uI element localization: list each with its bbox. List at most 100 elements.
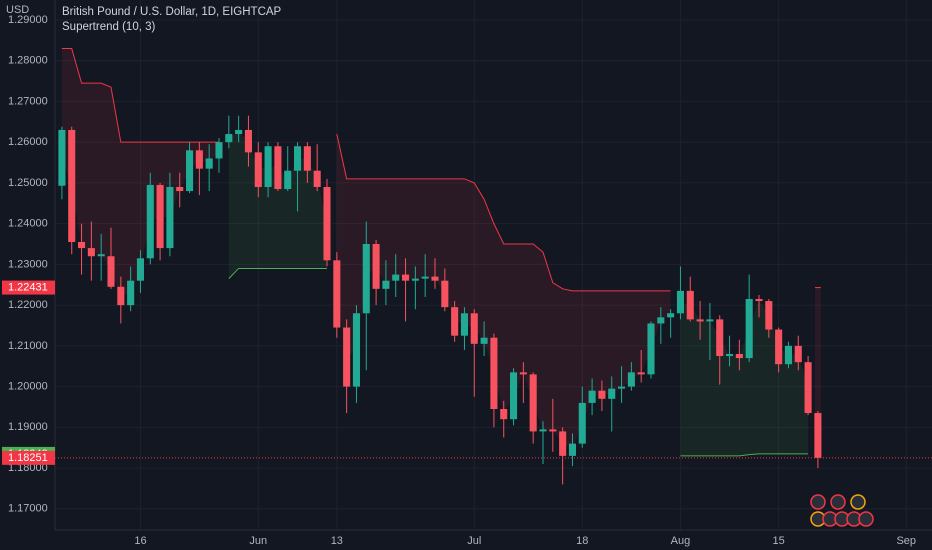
candle-body bbox=[794, 345, 802, 363]
supertrend-line bbox=[61, 47, 219, 143]
y-tick-label: 1.19000 bbox=[8, 421, 48, 433]
y-tick-label: 1.29000 bbox=[8, 14, 48, 26]
candle-body bbox=[726, 354, 734, 357]
x-tick-label: 13 bbox=[331, 535, 343, 547]
candle-body bbox=[186, 150, 194, 192]
candle-body bbox=[706, 319, 714, 322]
supertrend-fill bbox=[814, 287, 821, 436]
x-tick-label: 16 bbox=[134, 535, 146, 547]
candle-body bbox=[264, 146, 272, 187]
candle-body bbox=[814, 413, 822, 458]
candle-body bbox=[686, 290, 694, 320]
candle-body bbox=[117, 286, 125, 306]
currency-label: USD bbox=[6, 4, 29, 16]
candle-body bbox=[294, 146, 302, 171]
y-tick-label: 1.18000 bbox=[8, 462, 48, 474]
grid bbox=[55, 0, 932, 530]
candle-body bbox=[87, 248, 95, 257]
price-label-box bbox=[2, 280, 55, 295]
candle-body bbox=[235, 129, 243, 135]
candle-body bbox=[608, 388, 616, 399]
candle-body bbox=[107, 256, 115, 287]
candle-body bbox=[451, 307, 459, 336]
candle-body bbox=[539, 429, 547, 432]
price-label: 1.18251 bbox=[8, 452, 48, 464]
candle-body bbox=[431, 276, 439, 281]
y-tick-label: 1.25000 bbox=[8, 177, 48, 189]
candle-body bbox=[68, 129, 76, 242]
candle-body bbox=[195, 150, 203, 169]
candle-body bbox=[225, 134, 233, 143]
candle-body bbox=[146, 184, 154, 259]
candle-body bbox=[500, 409, 508, 420]
candle-body bbox=[510, 372, 518, 420]
candle-body bbox=[755, 299, 763, 302]
candle-body bbox=[176, 186, 184, 192]
y-tick-label: 1.17000 bbox=[8, 503, 48, 515]
candle-body bbox=[411, 278, 419, 281]
candle-body bbox=[559, 431, 567, 456]
candle-body bbox=[657, 317, 665, 324]
supertrend-line bbox=[228, 267, 327, 279]
candle-body bbox=[421, 276, 429, 279]
candle-body bbox=[627, 372, 635, 387]
candle-body bbox=[78, 241, 86, 249]
candle-body bbox=[127, 280, 135, 306]
candle-body bbox=[382, 280, 390, 289]
candle-body bbox=[618, 386, 626, 389]
candle-body bbox=[274, 146, 282, 190]
candle-body bbox=[490, 337, 498, 410]
candle-body bbox=[549, 429, 557, 432]
candle-body bbox=[667, 313, 675, 318]
candle-body bbox=[402, 274, 410, 281]
candle-body bbox=[441, 280, 449, 308]
y-tick-label: 1.20000 bbox=[8, 381, 48, 393]
candle-body bbox=[470, 313, 478, 344]
marks bbox=[55, 47, 932, 485]
y-tick-label: 1.26000 bbox=[8, 136, 48, 148]
candle-body bbox=[372, 244, 380, 289]
candle-body bbox=[775, 329, 783, 365]
candle-body bbox=[676, 290, 684, 314]
chart-title: British Pound / U.S. Dollar, 1D, EIGHTCA… bbox=[62, 6, 282, 18]
candle-body bbox=[647, 323, 655, 375]
candle-body bbox=[529, 374, 537, 432]
x-tick-label: Sep bbox=[896, 535, 916, 547]
candle-body bbox=[745, 299, 753, 359]
candle-body bbox=[362, 244, 370, 314]
event-icon bbox=[858, 511, 874, 527]
x-tick-label: Aug bbox=[671, 535, 691, 547]
event-icon bbox=[850, 494, 866, 510]
supertrend-fill bbox=[336, 134, 671, 450]
candle-body bbox=[696, 319, 704, 322]
candle-body bbox=[313, 170, 321, 187]
x-tick-label: 15 bbox=[773, 535, 785, 547]
candle-body bbox=[804, 362, 812, 414]
candle-body bbox=[352, 313, 360, 387]
candle-body bbox=[588, 390, 596, 403]
candle-body bbox=[58, 129, 66, 186]
candle-body bbox=[568, 443, 576, 456]
candle-body bbox=[637, 372, 645, 375]
candle-body bbox=[765, 301, 773, 330]
candle-body bbox=[244, 129, 252, 153]
candle-body bbox=[716, 319, 724, 357]
candle-body bbox=[303, 146, 311, 171]
candle-body bbox=[578, 402, 586, 444]
event-icons bbox=[810, 494, 874, 527]
candle-body bbox=[519, 372, 527, 375]
y-tick-label: 1.27000 bbox=[8, 95, 48, 107]
candle-body bbox=[215, 142, 223, 159]
price-label-box bbox=[2, 450, 55, 465]
supertrend-line bbox=[680, 453, 809, 457]
y-tick-label: 1.24000 bbox=[8, 218, 48, 230]
y-tick-label: 1.21000 bbox=[8, 340, 48, 352]
candle-body bbox=[97, 254, 105, 257]
indicator-legend: Supertrend (10, 3) bbox=[62, 21, 156, 33]
candle-body bbox=[136, 258, 144, 281]
event-icon bbox=[810, 494, 826, 510]
candle-body bbox=[784, 345, 792, 365]
y-tick-label: 1.23000 bbox=[8, 258, 48, 270]
